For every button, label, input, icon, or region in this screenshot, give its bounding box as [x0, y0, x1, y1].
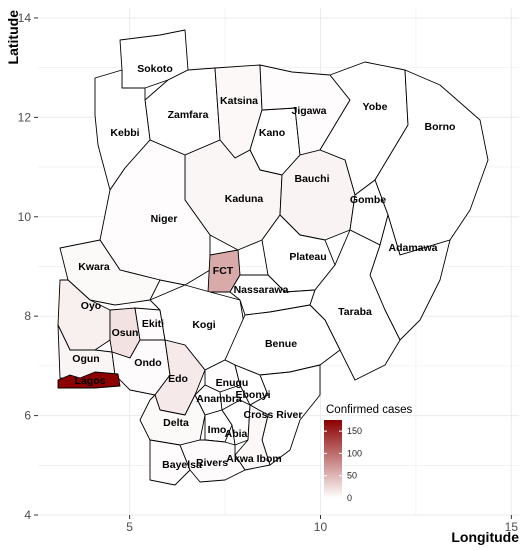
state-label: Rivers	[196, 457, 228, 469]
state-label: Kaduna	[225, 193, 264, 205]
state-labels: Sokoto Zamfara Kebbi Katsina Kano Jigawa Yobe B…	[72, 63, 455, 471]
y-tick-label: 10	[18, 210, 32, 224]
state-label: Sokoto	[137, 63, 173, 75]
state-label: Benue	[265, 338, 297, 350]
legend-colorbar	[324, 420, 342, 498]
state-label: Borno	[425, 121, 456, 133]
state-label: Cross River	[244, 409, 303, 421]
state-rivers	[179, 439, 246, 483]
state-label: Niger	[151, 213, 178, 225]
state-label: Jigawa	[291, 105, 326, 117]
state-label: Yobe	[363, 101, 388, 113]
legend: Confirmed cases 0 50 100 150	[324, 404, 413, 503]
state-bayelsa	[149, 439, 191, 486]
state-label: Lagos	[75, 375, 106, 387]
state-label: Nassarawa	[234, 284, 289, 296]
state-label: Enugu	[216, 377, 249, 389]
legend-tick-label: 50	[347, 471, 357, 481]
state-label: Ekiti	[142, 318, 164, 330]
state-label: Anambra	[196, 393, 242, 405]
state-label: Kwara	[78, 261, 110, 273]
legend-title: Confirmed cases	[326, 404, 413, 416]
state-label: Edo	[168, 373, 188, 385]
state-label: Gombe	[350, 194, 386, 206]
state-lagos	[57, 371, 121, 389]
x-tick-label: 10	[314, 520, 328, 534]
state-label: Kogi	[192, 319, 215, 331]
state-imo	[204, 409, 233, 443]
legend-tick-label: 100	[347, 448, 362, 458]
state-label: Zamfara	[168, 109, 209, 121]
axes: 5 10 15 4 6 8 10 12 14 Longitude Latitude	[5, 10, 519, 545]
state-label: FCT	[213, 265, 234, 277]
state-label: Plateau	[289, 251, 326, 263]
state-label: Bayelsa	[162, 459, 202, 471]
state-polygons	[57, 29, 489, 486]
state-label: Akwa Ibom	[226, 453, 281, 465]
state-label: Bauchi	[294, 173, 329, 185]
x-tick-label: 15	[505, 520, 519, 534]
state-label: Ogun	[72, 353, 99, 365]
y-axis-title: Latitude	[5, 10, 21, 65]
legend-tick-label: 150	[347, 426, 362, 436]
state-label: Kano	[259, 127, 285, 139]
y-tick-label: 14	[18, 11, 32, 25]
legend-tick-label: 0	[347, 493, 352, 503]
y-tick-label: 12	[18, 110, 32, 124]
state-label: Ondo	[134, 357, 161, 369]
state-label: Imo	[208, 424, 227, 436]
state-label: Adamawa	[388, 242, 437, 254]
state-label: Kebbi	[110, 127, 139, 139]
state-label: Oyo	[81, 300, 101, 312]
state-cross-river	[249, 364, 321, 466]
y-tick-label: 4	[24, 508, 31, 522]
y-tick-label: 8	[24, 309, 31, 323]
x-tick-label: 5	[126, 520, 133, 534]
state-label: Taraba	[338, 306, 372, 318]
state-label: Osun	[112, 327, 139, 339]
state-label: Ebonyi	[235, 389, 270, 401]
x-axis-title: Longitude	[451, 529, 519, 545]
y-tick-label: 6	[24, 409, 31, 423]
legend-ticks: 0 50 100 150	[324, 426, 362, 503]
state-label: Delta	[163, 417, 189, 429]
state-label: Abia	[225, 428, 248, 440]
state-label: Katsina	[220, 95, 258, 107]
